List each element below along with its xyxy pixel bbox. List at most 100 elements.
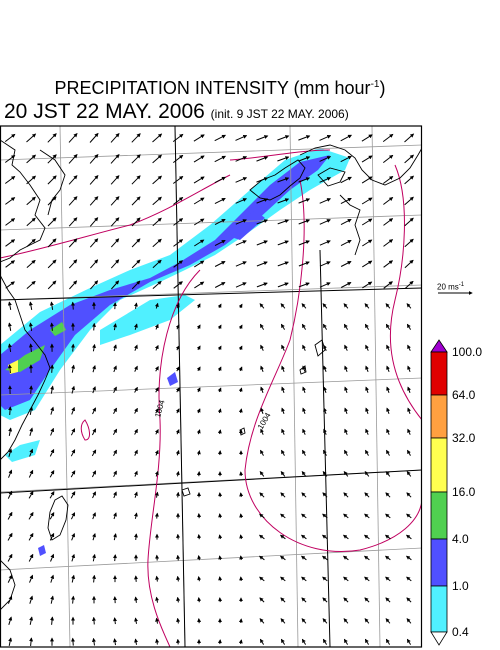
wind-arrow (49, 322, 54, 331)
wind-arrow (49, 301, 54, 310)
wind-arrow (217, 408, 222, 414)
wind-arrow (319, 219, 331, 225)
wind-arrow (133, 491, 138, 498)
wind-arrow (385, 638, 391, 645)
main-lon-line (319, 249, 331, 647)
island-small (181, 487, 191, 497)
wind-arrow (277, 177, 290, 183)
wind-arrow (214, 218, 226, 226)
wind-arrow (218, 534, 223, 540)
wind-arrow (323, 386, 327, 393)
wind-arrow (113, 344, 117, 352)
map-subtitle: 20 JST 22 MAY. 2006 (init. 9 JST 22 MAY.… (4, 100, 349, 124)
wind-arrow (259, 576, 265, 582)
wind-arrow (70, 449, 76, 457)
wind-arrow (235, 240, 247, 246)
wind-arrow (322, 638, 328, 645)
wind-arrow (300, 534, 307, 540)
wind-arrow (281, 344, 285, 351)
coast-china-north (0, 139, 46, 263)
wind-arrow (28, 490, 34, 499)
wind-arrow (50, 553, 55, 562)
wind-arrow (113, 533, 117, 541)
wind-arrow (298, 135, 311, 141)
wind-arrow (91, 428, 97, 436)
wind-arrow (194, 239, 205, 247)
wind-arrow (113, 407, 117, 414)
wind-arrow (319, 261, 331, 267)
wind-arrow (301, 513, 307, 519)
wind-arrow (152, 259, 162, 269)
wind-arrow (321, 555, 328, 561)
coast-japan-shikoku (317, 167, 346, 187)
wind-arrow (196, 408, 201, 414)
wind-arrow (7, 595, 13, 604)
wind-arrow (133, 512, 138, 519)
wind-arrow (71, 532, 75, 541)
wind-arrow (280, 576, 286, 582)
wind-arrow (113, 491, 117, 499)
wind-arrow (131, 196, 141, 206)
wind-arrow (154, 323, 159, 330)
wind-arrow (277, 219, 290, 225)
wind-arrow (256, 261, 268, 267)
wind-arrow (110, 259, 120, 269)
wind-arrow (28, 469, 34, 478)
wind-arrow (256, 177, 269, 183)
wind-arrow (322, 513, 328, 519)
legend-label: 0.4 (452, 625, 469, 639)
wind-arrow (47, 154, 57, 164)
wind-arrow (322, 492, 328, 498)
wind-arrow (384, 555, 391, 561)
wind-arrow (196, 387, 201, 393)
contour-label: 1004 (153, 398, 166, 418)
wind-arrow (131, 133, 141, 143)
wind-arrow (383, 281, 393, 289)
wind-arrow (26, 196, 36, 206)
wind-arrow (279, 534, 286, 540)
wind-arrow (175, 470, 180, 477)
wind-arrow (406, 323, 412, 330)
wind-arrow (196, 345, 201, 351)
wind-vectors (4, 132, 415, 647)
wind-arrow (111, 280, 120, 290)
wind-arrow (113, 554, 117, 562)
wind-arrow (47, 238, 57, 248)
wind-arrow (383, 260, 394, 268)
wind-arrow (239, 534, 244, 540)
wind-arrow (302, 344, 306, 351)
wind-arrow (29, 448, 34, 457)
wind-arrow (256, 156, 269, 162)
wind-arrow (362, 281, 373, 289)
wind-arrow (277, 135, 290, 141)
wind-arrow (343, 513, 349, 519)
wind-arrow (26, 133, 37, 143)
legend-swatch (430, 491, 448, 540)
wind-arrow (385, 323, 391, 330)
wind-arrow (68, 154, 78, 164)
wind-arrow (29, 385, 34, 394)
wind-arrow (386, 344, 390, 351)
wind-arrow (71, 364, 76, 373)
wind-arrow (386, 365, 390, 372)
wind-arrow (323, 407, 327, 414)
wind-arrow (364, 618, 370, 624)
wind-arrow (8, 406, 13, 416)
wind-arrow (361, 176, 373, 184)
isobar (244, 179, 422, 552)
coast-china-south (0, 274, 51, 461)
wind-arrow (155, 638, 160, 645)
wind-arrow (406, 492, 412, 498)
wind-arrow (238, 387, 243, 393)
wind-arrow (154, 366, 159, 372)
wind-arrow (363, 534, 370, 540)
wind-arrow (300, 555, 307, 561)
precip-band-heavy-2 (50, 322, 66, 336)
wind-arrow (302, 386, 306, 393)
wind-arrow (404, 133, 415, 143)
wind-arrow (344, 407, 348, 414)
wind-arrow (172, 133, 184, 143)
legend-label: 16.0 (452, 485, 476, 499)
wind-arrow (404, 154, 414, 164)
wind-arrow (134, 596, 139, 603)
